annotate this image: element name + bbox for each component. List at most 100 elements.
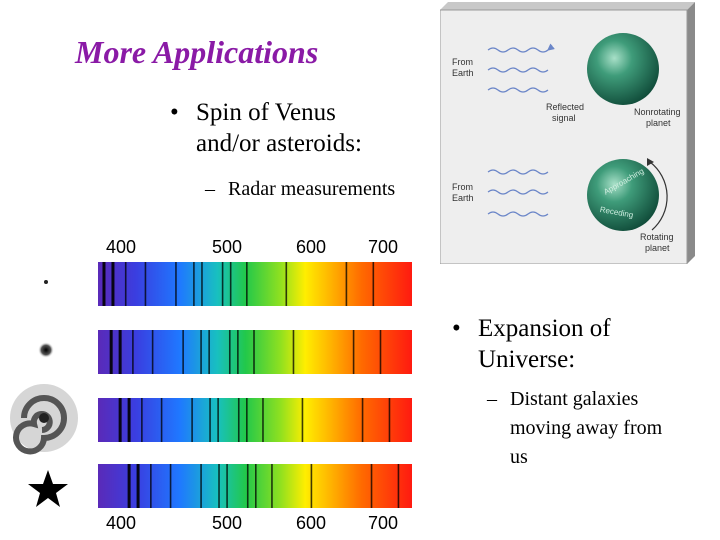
panel-top-edge bbox=[440, 2, 695, 10]
from-earth-label-bottom: From Earth bbox=[452, 182, 476, 203]
rotating-section: From Earth Approaching Receding Rotating… bbox=[452, 158, 676, 253]
absorption-line bbox=[218, 464, 220, 508]
absorption-line bbox=[127, 464, 131, 508]
rotating-planet-label: Rotating planet bbox=[640, 232, 676, 253]
absorption-line bbox=[209, 398, 211, 442]
reflected-line-2: signal bbox=[552, 113, 576, 123]
absorption-line bbox=[208, 330, 210, 374]
from-earth-top-line-1: From bbox=[452, 57, 473, 67]
top-tick-700: 700 bbox=[368, 237, 399, 257]
absorption-line bbox=[193, 262, 195, 306]
absorption-line bbox=[388, 398, 391, 442]
absorption-line bbox=[271, 464, 273, 508]
absorption-line bbox=[118, 330, 122, 374]
slide-title: More Applications bbox=[75, 34, 319, 70]
rotation-arrowhead-icon bbox=[647, 158, 654, 166]
star-icon bbox=[28, 470, 68, 507]
radar-diagram: From Earth Reflected signal Nonrotating … bbox=[440, 2, 695, 264]
spiral-galaxy-icon bbox=[10, 384, 78, 455]
absorption-line bbox=[352, 330, 355, 374]
absorption-line bbox=[253, 330, 255, 374]
absorption-line bbox=[379, 330, 382, 374]
small-galaxy-icon bbox=[38, 342, 54, 358]
absorption-line bbox=[221, 262, 224, 306]
spectrum-band bbox=[98, 262, 412, 306]
sub-bullet-dash-2: – bbox=[487, 388, 497, 410]
absorption-line bbox=[200, 330, 202, 374]
absorption-line bbox=[228, 330, 231, 374]
absorption-line bbox=[127, 398, 131, 442]
absorption-line bbox=[226, 464, 228, 508]
sub-galaxies-line-1: Distant galaxies bbox=[510, 388, 639, 410]
absorption-line bbox=[191, 398, 193, 442]
absorption-line bbox=[285, 262, 288, 306]
bottom-tick-700: 700 bbox=[368, 513, 399, 533]
absorption-line bbox=[237, 398, 240, 442]
rotating-planet-icon bbox=[587, 159, 659, 231]
absorption-line bbox=[169, 464, 172, 508]
sub-galaxies-line-2: moving away from bbox=[510, 417, 663, 439]
absorption-line bbox=[118, 398, 122, 442]
from-earth-bottom-line-1: From bbox=[452, 182, 473, 192]
absorption-line bbox=[262, 398, 264, 442]
bottom-tick-500: 500 bbox=[212, 513, 243, 533]
top-axis: 400 500 600 700 bbox=[0, 237, 720, 261]
tiny-star-icon bbox=[44, 280, 48, 284]
bullet-spin-line-1: Spin of Venus bbox=[196, 99, 336, 126]
absorption-line bbox=[237, 330, 239, 374]
spectrum-band bbox=[98, 398, 412, 442]
spectrum-row-2 bbox=[98, 330, 412, 374]
rotating-line-2: planet bbox=[645, 243, 670, 253]
incoming-waves-bottom bbox=[487, 169, 549, 217]
bottom-tick-600: 600 bbox=[296, 513, 327, 533]
absorption-line bbox=[141, 398, 143, 442]
bullet-spin-line-2: and/or asteroids: bbox=[196, 130, 362, 157]
absorption-line bbox=[246, 262, 248, 306]
absorption-line bbox=[132, 330, 134, 374]
bottom-tick-400: 400 bbox=[106, 513, 137, 533]
absorption-line bbox=[150, 464, 152, 508]
reflected-line-1: Reflected bbox=[546, 102, 584, 112]
nonrotating-planet-icon bbox=[587, 33, 659, 105]
absorption-line bbox=[229, 262, 232, 306]
absorption-line bbox=[160, 398, 163, 442]
absorption-line bbox=[111, 262, 115, 306]
top-tick-600: 600 bbox=[296, 237, 327, 257]
sub-bullet-galaxies: Distant galaxies moving away from us bbox=[510, 385, 662, 472]
spectrum-row-4 bbox=[98, 464, 412, 508]
sub-bullet-radar: Radar measurements bbox=[228, 178, 396, 200]
from-earth-label-top: From Earth bbox=[452, 57, 476, 78]
top-tick-500: 500 bbox=[212, 237, 243, 257]
sub-galaxies-line-3: us bbox=[510, 446, 528, 468]
absorption-line bbox=[200, 464, 202, 508]
absorption-line bbox=[301, 398, 304, 442]
nonrotating-section: From Earth Reflected signal Nonrotating … bbox=[452, 33, 683, 128]
rotation-arrow-icon bbox=[649, 161, 668, 231]
absorption-line bbox=[124, 262, 127, 306]
absorption-line bbox=[310, 464, 313, 508]
spectrum-band bbox=[98, 330, 412, 374]
reflected-signal-label: Reflected signal bbox=[546, 102, 587, 123]
absorption-line bbox=[246, 464, 249, 508]
absorption-line bbox=[246, 398, 248, 442]
top-tick-400: 400 bbox=[106, 237, 137, 257]
nonrotating-line-2: planet bbox=[646, 118, 671, 128]
rotating-line-1: Rotating bbox=[640, 232, 674, 242]
absorption-line bbox=[345, 262, 348, 306]
bullet-expansion: Expansion of Universe: bbox=[478, 313, 611, 375]
bullet-dot-2: • bbox=[452, 315, 461, 342]
incoming-waves-top bbox=[487, 43, 555, 93]
absorption-line bbox=[372, 262, 375, 306]
nonrotating-line-1: Nonrotating bbox=[634, 107, 681, 117]
absorption-line bbox=[151, 330, 154, 374]
bottom-axis: 400 500 600 700 bbox=[0, 513, 720, 537]
nonrotating-planet-label: Nonrotating planet bbox=[634, 107, 683, 128]
from-earth-top-line-2: Earth bbox=[452, 68, 474, 78]
absorption-line bbox=[144, 262, 147, 306]
from-earth-bottom-line-2: Earth bbox=[452, 193, 474, 203]
absorption-line bbox=[136, 464, 140, 508]
bullet-dot-1: • bbox=[170, 99, 179, 126]
absorption-line bbox=[292, 330, 295, 374]
absorption-line bbox=[102, 262, 106, 306]
absorption-line bbox=[109, 330, 113, 374]
